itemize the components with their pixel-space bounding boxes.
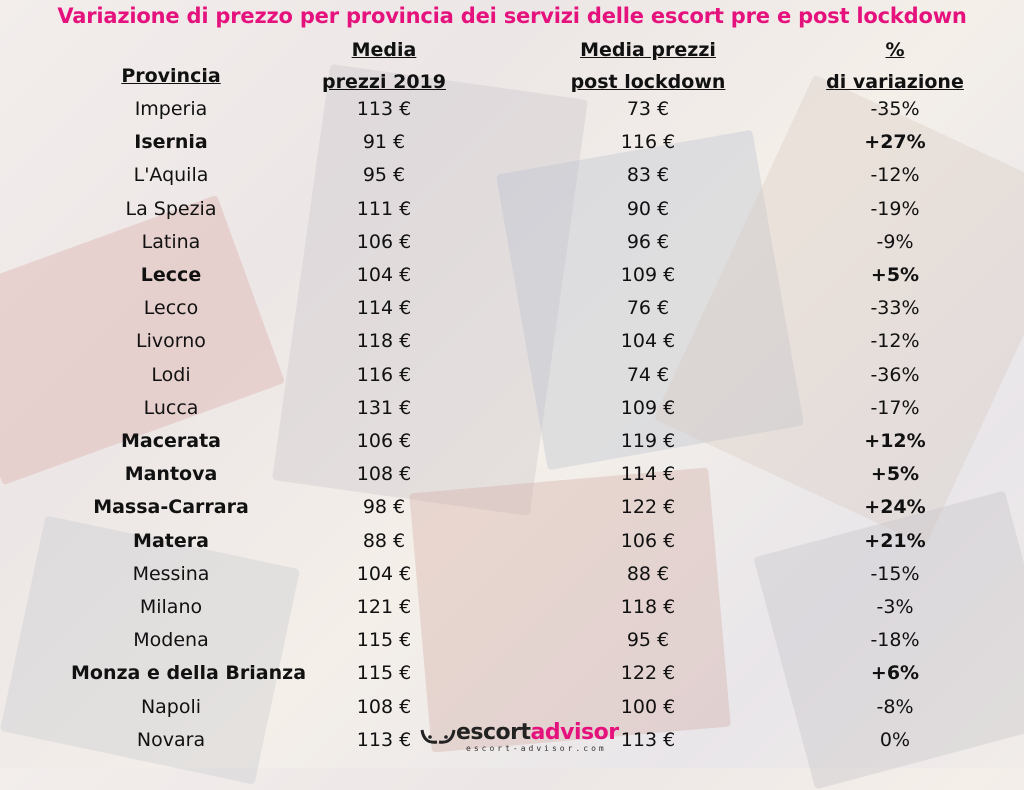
table-cell-p2019: 108 € (356, 695, 412, 718)
table-cell-var: -9% (876, 230, 914, 253)
table-cell-post: 118 € (620, 596, 676, 618)
table-cell-p2019: 116 € (356, 363, 412, 386)
table-cell-var: +27% (864, 131, 926, 154)
table-cell-provincia: Mantova (124, 463, 218, 486)
table-cell-p2019: 108 € (356, 463, 412, 486)
header-provincia: Provincia (121, 65, 221, 87)
table-cell-p2019: 113 € (356, 728, 412, 751)
table-cell-post: 100 € (620, 695, 676, 718)
table-cell-var: -19% (870, 197, 920, 220)
table-cell-var: +21% (864, 529, 926, 552)
table-cell-post: 95 € (626, 629, 670, 652)
table-cell-post: 90 € (626, 197, 670, 220)
table-cell-post: 74 € (626, 363, 670, 386)
header-prezzi-post-lockdown: Media prezzi post lockdown (570, 39, 726, 93)
table-cell-var: +12% (864, 430, 926, 452)
table-cell-provincia: Lecco (143, 297, 199, 320)
table-cell-provincia: Messina (132, 562, 210, 585)
logo-icon (420, 729, 456, 744)
table-cell-p2019: 104 € (356, 562, 412, 585)
header-variazione: % di variazione (826, 39, 964, 93)
table-cell-provincia: Imperia (134, 98, 208, 120)
table-cell-var: -15% (870, 562, 920, 585)
table-cell-p2019: 95 € (362, 164, 406, 187)
table-cell-provincia: Lucca (143, 396, 199, 419)
table-cell-var: -33% (870, 297, 920, 320)
table-cell-provincia: Milano (139, 596, 203, 618)
table-cell-p2019: 115 € (356, 662, 412, 685)
table-cell-p2019: 115 € (356, 629, 412, 652)
table-cell-provincia: Napoli (140, 695, 202, 718)
table-cell-post: 83 € (626, 164, 670, 187)
table-cell-p2019: 106 € (356, 430, 412, 452)
table-cell-p2019: 106 € (356, 230, 412, 253)
table-cell-provincia: Modena (133, 629, 209, 652)
table-cell-var: -36% (870, 363, 920, 386)
table-cell-post: 104 € (620, 330, 676, 353)
table-cell-var: -8% (876, 695, 914, 718)
table-cell-provincia: Monza e della Brianza (71, 662, 307, 685)
table-cell-var: +24% (864, 496, 926, 519)
page-title: Variazione di prezzo per provincia dei s… (57, 4, 967, 28)
logo-url: escort-advisor.com (466, 744, 607, 753)
table-cell-p2019: 91 € (362, 131, 406, 154)
table-cell-provincia: L'Aquila (133, 164, 209, 187)
table-cell-provincia: Matera (133, 529, 209, 552)
table-cell-post: 106 € (620, 529, 676, 552)
table-cell-var: 0% (879, 728, 911, 751)
table-cell-p2019: 131 € (356, 396, 412, 419)
table-cell-p2019: 121 € (356, 596, 412, 618)
table-cell-post: 73 € (626, 98, 670, 120)
table-cell-post: 96 € (626, 230, 670, 253)
table-cell-p2019: 104 € (356, 264, 412, 286)
table-cell-post: 116 € (620, 131, 676, 154)
table-cell-p2019: 114 € (356, 297, 412, 320)
table-cell-provincia: Isernia (134, 131, 208, 154)
table-cell-post: 88 € (626, 562, 670, 585)
table-cell-post: 113 € (620, 728, 676, 751)
table-cell-post: 109 € (620, 396, 676, 419)
logo-wordmark: escortadvisor (456, 720, 619, 745)
table-cell-post: 109 € (620, 264, 676, 286)
table-cell-var: -3% (876, 596, 914, 618)
table-cell-var: -18% (870, 629, 920, 652)
table-cell-provincia: Macerata (121, 430, 221, 452)
table-cell-var: +6% (870, 662, 920, 685)
escortadvisor-logo: escortadvisor escort-advisor.com (420, 720, 619, 758)
table-cell-post: 76 € (626, 297, 670, 320)
table-cell-p2019: 113 € (356, 98, 412, 120)
table-cell-var: -35% (870, 98, 920, 120)
header-prezzi-2019: Media prezzi 2019 (322, 39, 446, 93)
table-cell-post: 122 € (620, 496, 676, 519)
table-cell-p2019: 118 € (356, 330, 412, 353)
table-cell-provincia: Latina (141, 230, 201, 253)
table-cell-p2019: 98 € (362, 496, 406, 519)
table-cell-provincia: La Spezia (125, 197, 217, 220)
table-cell-post: 122 € (620, 662, 676, 685)
table-cell-provincia: Livorno (136, 330, 206, 353)
table-cell-var: -12% (870, 164, 920, 187)
table-cell-provincia: Lodi (151, 363, 191, 386)
table-cell-var: -12% (870, 330, 920, 353)
table-cell-p2019: 88 € (362, 529, 406, 552)
table-cell-post: 119 € (620, 430, 676, 452)
table-cell-var: +5% (870, 264, 920, 286)
table-cell-provincia: Massa-Carrara (93, 496, 249, 519)
table-cell-var: +5% (870, 463, 920, 486)
table-cell-var: -17% (870, 396, 920, 419)
table-cell-provincia: Lecce (140, 264, 202, 286)
table-cell-provincia: Novara (136, 728, 206, 751)
table-cell-post: 114 € (620, 463, 676, 486)
table-cell-p2019: 111 € (356, 197, 412, 220)
